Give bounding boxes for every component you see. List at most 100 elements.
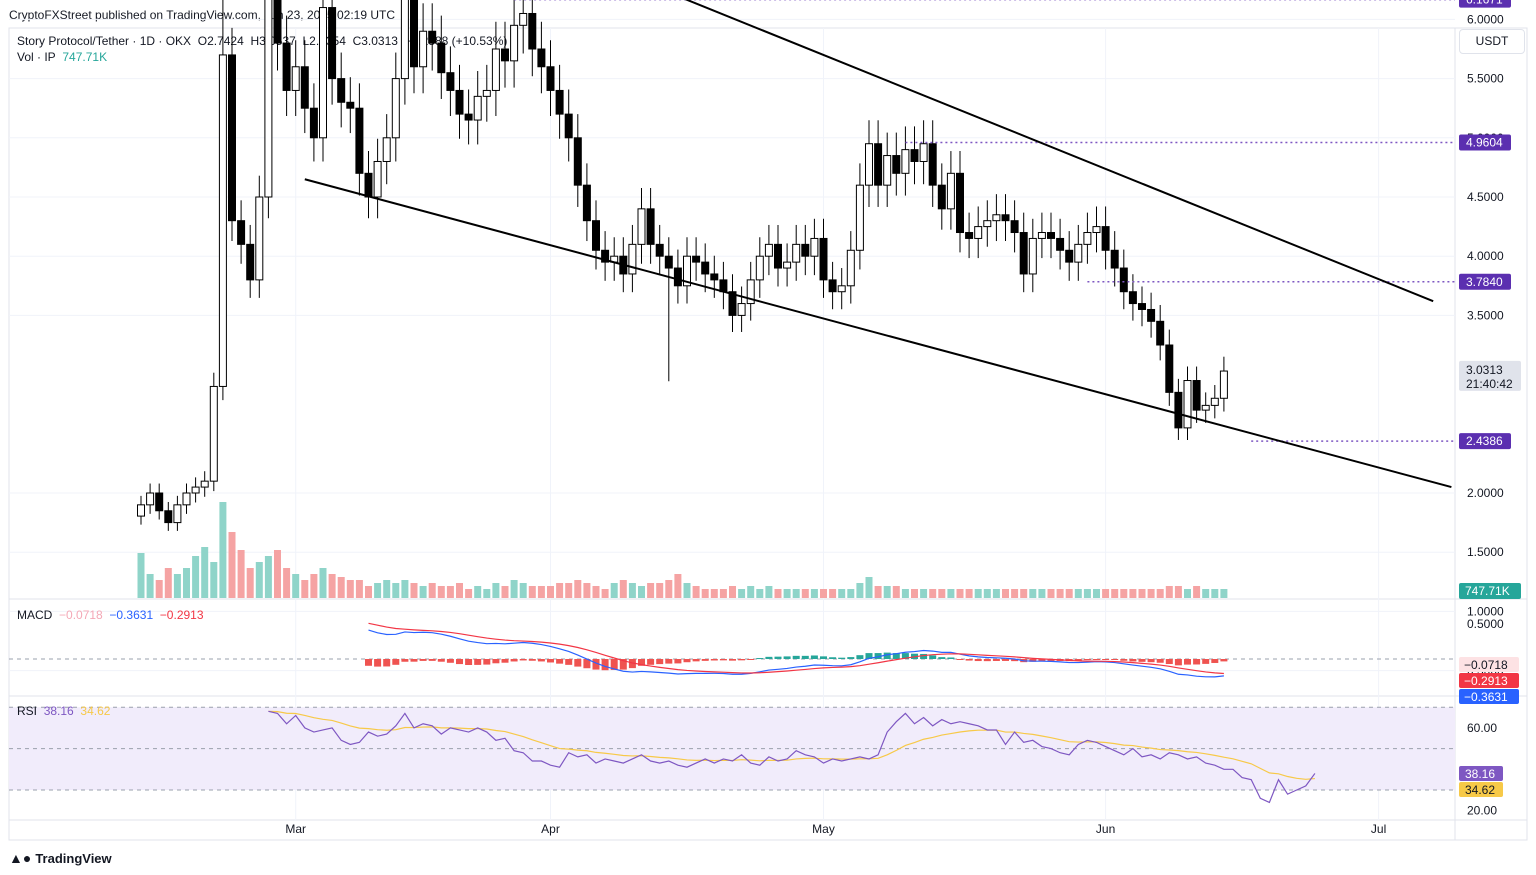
volume-bar [610,583,618,598]
volume-bar [1093,589,1100,598]
macd-hist-bar [510,659,518,662]
candle-body [1119,267,1128,293]
candle-body [319,7,327,139]
candle-body [855,184,864,251]
volume-bar [638,586,645,598]
trendline-upper [684,0,1434,303]
volume-bar [929,589,937,598]
rsi-tick-label: 20.00 [1467,804,1497,818]
volume-bars [137,502,1228,598]
candle-body [400,0,409,80]
candle-body [446,72,455,91]
macd-hist-bar [383,659,391,667]
macd-hist-bar [410,659,418,662]
rsi-ma-value: 34.62 [80,704,111,718]
candle-body [191,486,200,494]
macd-hist-bar [365,659,372,666]
candle-body [946,172,955,210]
candle-body [228,54,236,222]
macd-hist-bar [719,659,727,661]
tradingview-icon: ▲● [9,850,32,866]
volume-tag-label: 747.71K [1465,584,1510,598]
macd-hist-bar [1093,659,1100,660]
candle-body [555,89,564,115]
volume-bar [1138,589,1146,598]
candle-body [919,143,928,162]
macd-hist-bar [1202,659,1210,664]
volume-bar [1120,589,1128,598]
volume-bar [783,589,791,598]
candle-body [883,155,892,186]
rsi-label: RSI [17,704,38,718]
macd-tag [1459,657,1519,672]
macd-hist-bar [647,659,655,665]
candle-body [746,279,755,305]
macd-hist-bar [1102,659,1110,660]
candle-body [373,160,382,198]
macd-hist-bar [838,657,846,659]
macd-hist-bar [583,659,591,669]
trendlines [304,0,1452,489]
currency-selector[interactable]: USDT [1459,29,1525,54]
volume-bar [956,589,964,598]
macd-hist-bar [1083,659,1091,661]
candle-body [364,172,373,198]
macd-hist-bar [1165,659,1173,665]
rsi-tag [1459,782,1503,797]
trendline-lower [304,178,1452,489]
macd-hist-bar [1220,659,1228,662]
volume-bar [838,589,846,598]
volume-bar [1002,589,1009,598]
volume-bar [246,568,254,598]
price-tick-label: 4.0000 [1467,249,1504,263]
horizontal-levels [514,0,1455,442]
candle-body [819,237,828,281]
macd-hist-bar [792,655,800,659]
volume-bar [219,502,227,598]
candle-body [837,285,846,293]
macd-hist-bar [1120,659,1128,661]
macd-hist-bar [610,659,618,670]
candle-body [1110,249,1119,269]
symbol-line: Story Protocol/Tether · 1D · OKX [17,34,192,48]
volume-bar [965,589,973,598]
volume-bar [201,547,209,598]
volume-bar [192,556,200,598]
candle-body [573,137,582,186]
macd-hist-bar [483,659,491,665]
level-tag-label: 6.1671 [1466,0,1503,7]
volume-bar [283,568,291,598]
candle-body [783,261,792,269]
level-tag [1459,433,1511,450]
volume-bar [729,586,736,598]
candle-body [673,267,682,287]
candle-body [774,243,782,269]
macd-hist-bar [829,657,837,659]
macd-hist-bar [528,659,536,661]
macd-tag [1459,673,1519,688]
rsi-legend: RSI 38.16 34.62 [17,704,110,718]
candle-body [491,48,500,91]
volume-bar [911,589,918,598]
volume-bar [865,577,873,598]
volume-bar [1174,586,1182,598]
volume-bar [446,586,454,598]
candle-body [164,510,173,524]
macd-hist-bar [883,652,891,659]
candle-body [473,95,482,121]
macd-hist-bar [392,659,400,665]
volume-bar [874,586,882,598]
macd-hist-bar [1002,659,1009,661]
volume-bar [374,583,382,598]
macd-hist-bar [547,659,554,663]
level-tag [1459,273,1511,290]
candle-body [300,66,309,109]
macd-hist-bar [1138,659,1146,662]
macd-tick-label: 0.5000 [1467,617,1504,631]
macd-hist-bar [628,659,636,669]
rsi-tick-label: 60.00 [1467,721,1497,735]
tradingview-logo[interactable]: ▲● TradingView [9,850,112,866]
volume-bar [1056,589,1064,598]
candle-body [501,48,509,62]
